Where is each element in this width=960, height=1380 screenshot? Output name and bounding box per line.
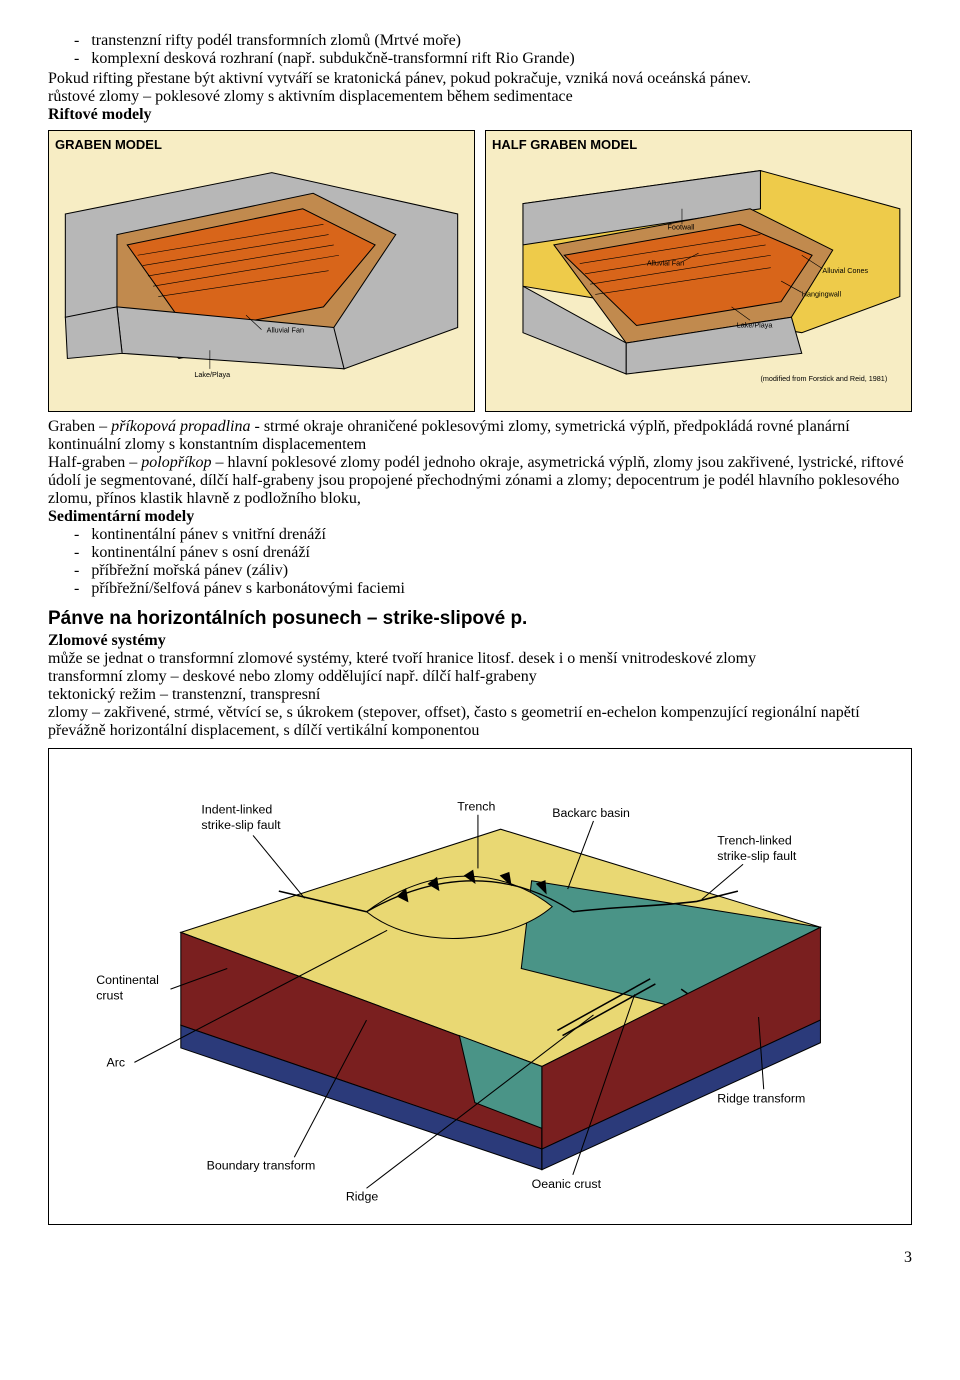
svg-text:crust: crust [96, 988, 123, 1002]
svg-text:Ridge: Ridge [346, 1189, 378, 1203]
svg-text:(modified from Forstick and Re: (modified from Forstick and Reid, 1981) [760, 374, 887, 383]
list-item: příbřežní mořská pánev (záliv) [92, 562, 912, 580]
graben-diagram: Alluvial Fan Lake/Playa [55, 152, 468, 400]
figure-title: HALF GRABEN MODEL [492, 137, 905, 152]
svg-text:Lake/Playa: Lake/Playa [194, 370, 231, 379]
paragraph: transformní zlomy – deskové nebo zlomy o… [48, 668, 912, 686]
paragraph: Pokud rifting přestane být aktivní vytvá… [48, 70, 912, 88]
svg-text:Alluvial Cones: Alluvial Cones [822, 266, 868, 275]
svg-text:Alluvial Fan: Alluvial Fan [267, 326, 304, 335]
svg-text:Oeanic crust: Oeanic crust [532, 1177, 602, 1191]
list-item: příbřežní/šelfová pánev s karbonátovými … [92, 580, 912, 598]
svg-text:Indent-linked: Indent-linked [201, 803, 272, 817]
figure-half-graben-model: HALF GRABEN MODEL Footwall Alluvial Fan … [485, 130, 912, 412]
svg-text:Lake/Playa: Lake/Playa [737, 321, 774, 330]
paragraph: růstové zlomy – poklesové zlomy s aktivn… [48, 88, 912, 106]
list-item: transtenzní rifty podél transformních zl… [92, 32, 912, 50]
list-item: kontinentální pánev s vnitřní drenáží [92, 526, 912, 544]
sediment-bullets: kontinentální pánev s vnitřní drenáží ko… [48, 526, 912, 598]
svg-text:Trench-linked: Trench-linked [717, 833, 792, 847]
text-italic: příkopová propadlina [111, 418, 250, 435]
paragraph: převážně horizontální displacement, s dí… [48, 722, 912, 740]
subheading-fault-systems: Zlomové systémy [48, 632, 912, 650]
text-italic: polopříkop [141, 454, 211, 471]
list-item: komplexní desková rozhraní (např. subduk… [92, 50, 912, 68]
tectonic-diagram: Indent-linked strike-slip fault Trench B… [57, 757, 903, 1211]
svg-text:Trench: Trench [457, 799, 495, 813]
svg-text:Ridge transform: Ridge transform [717, 1091, 805, 1105]
svg-text:strike-slip fault: strike-slip fault [201, 818, 281, 832]
svg-text:strike-slip fault: strike-slip fault [717, 849, 797, 863]
text: Half-graben – [48, 454, 141, 471]
top-bullets: transtenzní rifty podél transformních zl… [48, 32, 912, 68]
paragraph: může se jednat o transformní zlomové sys… [48, 650, 912, 668]
figure-graben-model: GRABEN MODEL Alluvial Fan Lake/Playa [48, 130, 475, 412]
svg-text:Continental: Continental [96, 973, 159, 987]
svg-text:Alluvial Fan: Alluvial Fan [647, 259, 684, 268]
paragraph-graben: Graben – příkopová propadlina - strmé ok… [48, 418, 912, 454]
svg-text:Arc: Arc [107, 1055, 126, 1069]
heading-strike-slip: Pánve na horizontálních posunech – strik… [48, 608, 912, 630]
heading-rift-models: Riftové modely [48, 106, 912, 124]
figure-graben-models: GRABEN MODEL Alluvial Fan Lake/Playa [48, 130, 912, 412]
svg-text:Boundary transform: Boundary transform [207, 1158, 316, 1172]
figure-tectonic-block: Indent-linked strike-slip fault Trench B… [48, 748, 912, 1225]
half-graben-diagram: Footwall Alluvial Fan Alluvial Cones Han… [492, 152, 905, 400]
paragraph: zlomy – zakřivené, strmé, větvící se, s … [48, 704, 912, 722]
svg-text:Hangingwall: Hangingwall [802, 290, 842, 299]
figure-title: GRABEN MODEL [55, 137, 468, 152]
paragraph-halfgraben: Half-graben – polopříkop – hlavní pokles… [48, 454, 912, 508]
heading-sediment-models: Sedimentární modely [48, 508, 912, 526]
page-number: 3 [48, 1249, 912, 1267]
text: Graben – [48, 418, 111, 435]
paragraph: tektonický režim – transtenzní, transpre… [48, 686, 912, 704]
svg-text:Backarc basin: Backarc basin [552, 806, 630, 820]
svg-text:Footwall: Footwall [668, 222, 695, 231]
list-item: kontinentální pánev s osní drenáží [92, 544, 912, 562]
